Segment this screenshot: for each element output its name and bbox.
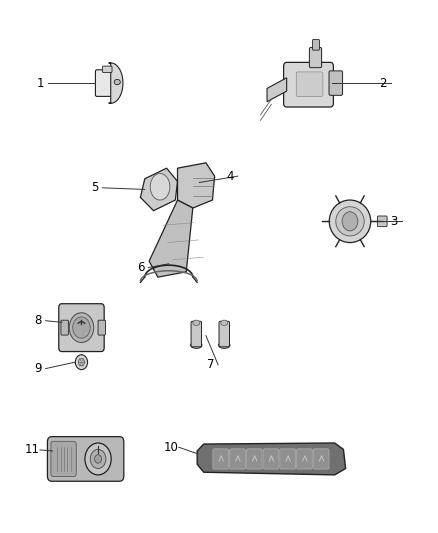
Circle shape: [73, 317, 90, 338]
Polygon shape: [267, 78, 287, 102]
FancyBboxPatch shape: [329, 71, 343, 95]
Polygon shape: [109, 63, 123, 103]
Text: 2: 2: [379, 77, 386, 90]
FancyBboxPatch shape: [263, 449, 279, 469]
FancyBboxPatch shape: [191, 321, 201, 347]
Circle shape: [85, 443, 111, 475]
FancyBboxPatch shape: [246, 449, 262, 469]
FancyBboxPatch shape: [297, 449, 312, 469]
Polygon shape: [177, 163, 215, 208]
Ellipse shape: [191, 342, 202, 349]
Ellipse shape: [150, 173, 170, 200]
FancyBboxPatch shape: [47, 437, 124, 481]
Circle shape: [75, 355, 88, 369]
FancyBboxPatch shape: [51, 441, 76, 477]
Text: 11: 11: [25, 443, 39, 456]
FancyBboxPatch shape: [59, 304, 104, 352]
Polygon shape: [141, 168, 177, 211]
FancyBboxPatch shape: [313, 449, 329, 469]
Text: 6: 6: [137, 261, 144, 274]
FancyBboxPatch shape: [280, 449, 296, 469]
Text: 10: 10: [163, 441, 178, 454]
Text: 9: 9: [34, 362, 42, 375]
FancyBboxPatch shape: [98, 320, 106, 335]
Ellipse shape: [114, 79, 120, 85]
FancyBboxPatch shape: [309, 47, 321, 68]
Text: 1: 1: [36, 77, 44, 90]
FancyBboxPatch shape: [312, 39, 319, 50]
Ellipse shape: [336, 207, 364, 236]
Polygon shape: [197, 443, 346, 475]
FancyBboxPatch shape: [378, 216, 387, 227]
FancyBboxPatch shape: [230, 449, 245, 469]
Text: 3: 3: [390, 215, 397, 228]
Circle shape: [90, 449, 106, 469]
Polygon shape: [149, 200, 193, 277]
Circle shape: [69, 313, 94, 343]
FancyBboxPatch shape: [213, 449, 229, 469]
Ellipse shape: [329, 200, 371, 243]
FancyBboxPatch shape: [284, 62, 333, 107]
Ellipse shape: [219, 342, 230, 349]
FancyBboxPatch shape: [219, 321, 230, 347]
FancyBboxPatch shape: [102, 66, 112, 72]
Circle shape: [95, 455, 102, 463]
Circle shape: [342, 212, 358, 231]
FancyBboxPatch shape: [296, 72, 323, 96]
Text: 7: 7: [207, 358, 214, 372]
Ellipse shape: [193, 320, 200, 326]
FancyBboxPatch shape: [95, 70, 112, 96]
Text: 8: 8: [34, 314, 42, 327]
Ellipse shape: [221, 320, 228, 326]
Text: 5: 5: [91, 181, 98, 195]
Circle shape: [78, 359, 85, 366]
FancyBboxPatch shape: [61, 320, 68, 335]
Text: 4: 4: [226, 169, 233, 183]
